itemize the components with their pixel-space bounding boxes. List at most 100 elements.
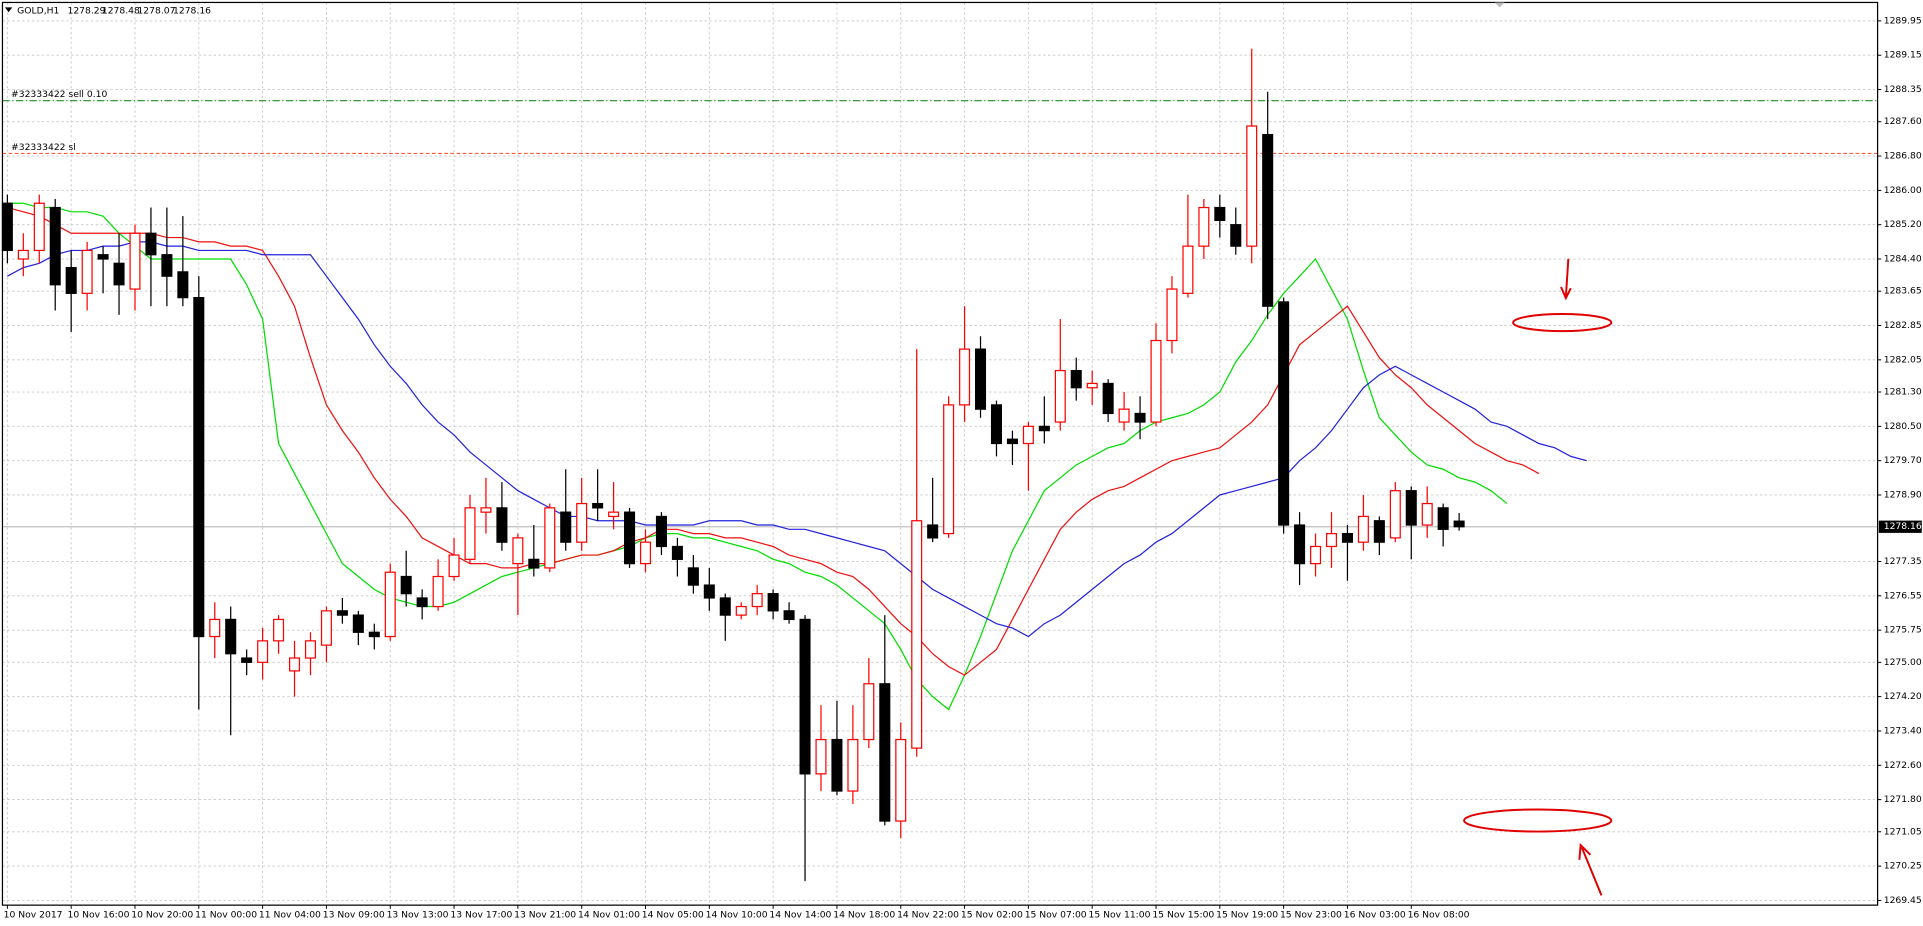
candle-body (1262, 133, 1274, 307)
candle-body (65, 266, 77, 294)
candle-body (528, 558, 540, 569)
candle-body (1166, 288, 1178, 342)
y-tick-label: 1275.00 (1884, 657, 1922, 668)
candle-body (1278, 301, 1290, 526)
candle-body (1134, 412, 1146, 423)
candle-body (177, 271, 189, 299)
candle-body (783, 610, 795, 621)
candle-body (863, 683, 875, 741)
x-tick-label: 15 Nov 19:00 (1216, 909, 1278, 920)
candle-body (879, 683, 891, 822)
x-tick-label: 14 Nov 10:00 (706, 909, 768, 920)
candles (1, 48, 1465, 882)
candle-body (544, 507, 556, 569)
candle-body (671, 545, 683, 560)
y-tick-label: 1271.05 (1884, 826, 1922, 837)
candle-body (1102, 382, 1114, 415)
candle-body (289, 657, 301, 672)
candle-body (304, 640, 317, 659)
arrow (1560, 258, 1572, 301)
y-tick-label: 1271.80 (1884, 794, 1922, 805)
candle-body (1405, 490, 1417, 526)
header-low: 1278.07 (137, 6, 175, 17)
y-tick-label: 1279.70 (1884, 455, 1922, 466)
candle-body (448, 554, 460, 578)
header-close: 1278.16 (173, 6, 211, 17)
y-tick-label: 1286.00 (1884, 185, 1922, 196)
y-tick-label: 1270.25 (1884, 861, 1922, 872)
candle-body (767, 593, 779, 612)
y-tick-label: 1289.15 (1884, 50, 1922, 61)
y-tick-label: 1285.20 (1884, 219, 1922, 230)
candle-body (464, 507, 476, 560)
menu-arrow (4, 7, 13, 13)
candle-body (336, 610, 348, 616)
y-tick-label: 1280.50 (1884, 421, 1922, 432)
x-tick-label: 13 Nov 21:00 (514, 909, 576, 920)
candle-body (1150, 339, 1162, 423)
candle-body (1038, 425, 1050, 432)
shift-marker (1494, 2, 1505, 8)
x-tick-label: 10 Nov 16:00 (67, 909, 129, 920)
ellipse-mark (1463, 808, 1613, 833)
candle-body (1198, 206, 1210, 247)
candle-body (1294, 524, 1306, 565)
candle-body (512, 537, 524, 565)
candle-body (145, 232, 157, 256)
y-tick-label: 1283.65 (1884, 286, 1922, 297)
candle-body (799, 618, 811, 775)
candle-body (1437, 507, 1449, 530)
x-tick-label: 10 Nov 2017 (4, 909, 63, 920)
candle-body (1310, 545, 1322, 565)
candle-body (241, 657, 253, 663)
candle-body (1182, 245, 1194, 294)
plot-frame (1, 1, 1879, 906)
candle-body (129, 232, 141, 290)
candle-body (608, 511, 620, 518)
candle-body (17, 249, 29, 260)
x-tick-label: 13 Nov 09:00 (323, 909, 385, 920)
candle-body (847, 738, 859, 792)
indicator-line (7, 241, 1587, 638)
candle-body (33, 202, 45, 252)
candle-body (113, 262, 125, 286)
x-tick-label: 11 Nov 00:00 (195, 909, 257, 920)
order-label: #32333422 sl (11, 142, 76, 153)
y-tick-label: 1277.35 (1884, 556, 1922, 567)
candle-body (496, 507, 508, 543)
candle-body (1118, 408, 1130, 423)
candle-body (974, 348, 987, 410)
candle-body (990, 404, 1002, 445)
candle-body (1421, 502, 1433, 526)
candle-body (592, 502, 604, 509)
price-label-box (1878, 520, 1922, 533)
candle-body (416, 597, 428, 608)
price-label: 1278.16 (1884, 521, 1922, 532)
labels: 1289.95 1289.15 1288.35 1287.60 1286.80 1286.… (4, 15, 1922, 920)
y-tick-label: 1287.60 (1884, 116, 1922, 127)
candle-body (400, 575, 412, 595)
candle-body (831, 738, 843, 792)
ellipse-mark (1512, 313, 1613, 333)
y-tick-label: 1281.30 (1884, 387, 1922, 398)
candle-body (560, 511, 572, 543)
x-tick-label: 16 Nov 03:00 (1344, 909, 1406, 920)
candle-body (1341, 532, 1353, 543)
y-tick-label: 1282.85 (1884, 320, 1922, 331)
candle-body (225, 618, 237, 655)
candle-body (751, 593, 763, 608)
symbol-title: GOLD,H1 (17, 6, 59, 17)
candle-body (1246, 125, 1258, 247)
candle-body (368, 631, 380, 638)
y-tick-label: 1278.90 (1884, 489, 1922, 500)
candle-body (1389, 490, 1401, 539)
x-tick-label: 16 Nov 08:00 (1408, 909, 1470, 920)
candle-body (161, 254, 173, 277)
candle-body (815, 738, 827, 775)
y-tick-label: 1276.55 (1884, 590, 1922, 601)
candle-body (257, 640, 269, 663)
candle-body (655, 515, 667, 548)
